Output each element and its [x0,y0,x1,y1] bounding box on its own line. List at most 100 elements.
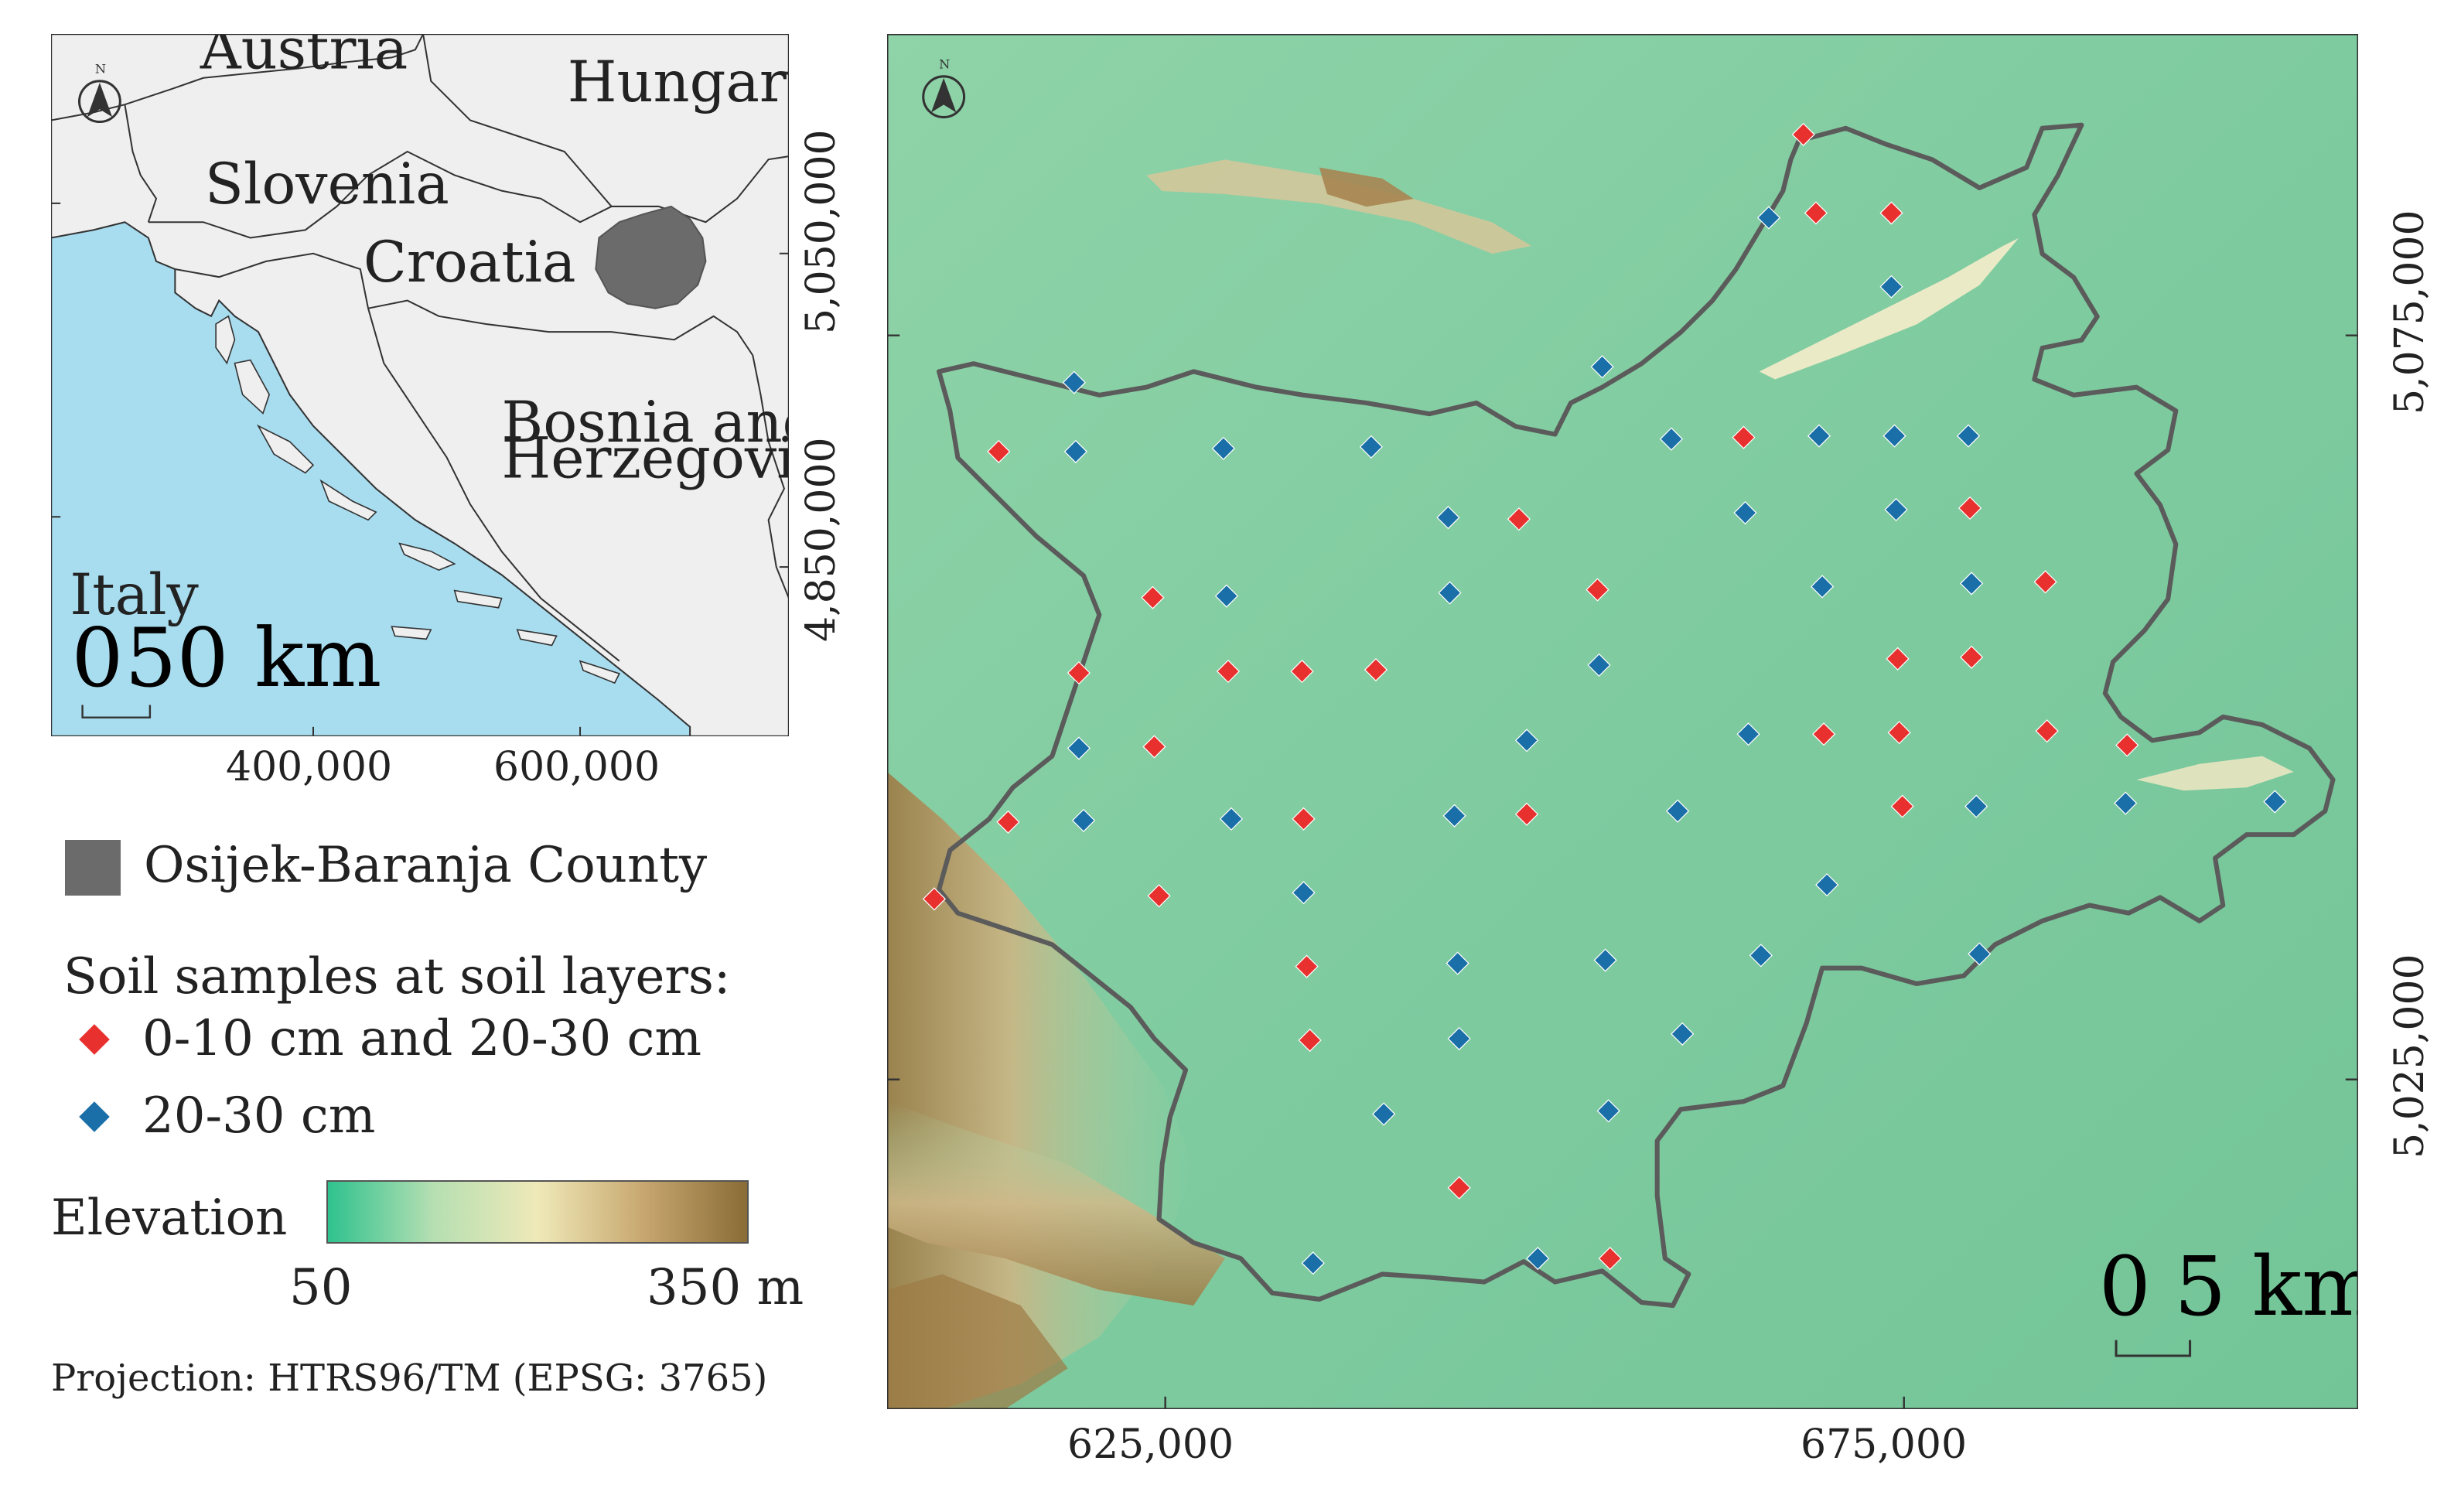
inset-map-svg: Austria Hungary Slovenia Croatia Bosnia … [49,17,865,738]
sample-point-red [987,439,1011,463]
legend-elevation-min: 50 [289,1259,353,1316]
sample-point-blue [1671,1022,1695,1046]
islands [215,315,620,684]
main-ticks [887,334,2358,1410]
main-map: N 0 5 km [886,32,2379,1411]
sample-point-blue [1526,1247,1550,1271]
legend-county-label: Osijek-Baranja County [144,837,708,894]
inset-map: Austria Hungary Slovenia Croatia Bosnia … [49,17,865,738]
sample-point-red [996,810,1020,834]
sample-point-red [1364,657,1388,682]
sample-point-blue [1960,572,1984,596]
main-x-tick-675000: 675,000 [1801,1422,1968,1468]
country-borders [50,33,790,662]
inset-ticks [51,202,789,736]
inset-x-tick-600000: 600,000 [493,744,660,790]
sample-point-blue [1446,951,1469,975]
main-map-svg: N 0 5 km [886,32,2379,1411]
sample-point-red [2115,733,2139,757]
sample-point-red [1732,425,1756,449]
legend-samples-title: Soil samples at soil layers: [63,948,731,1005]
sample-point-red [1298,1028,1322,1053]
sample-point-red [1887,721,1911,745]
sample-point-red [2035,719,2059,743]
sample-point-red [1295,954,1319,978]
sample-point-red [1812,722,1836,746]
sample-point-blue [1964,794,1988,818]
main-y-tick-5025000: 5,025,000 [2387,954,2433,1159]
sample-point-red [1507,507,1531,531]
elevation-color-bar [326,1180,749,1244]
sample-point-red [1886,647,1910,671]
sample-point-blue [1593,948,1617,972]
inset-y-tick-5050000: 5,050,000 [798,129,845,334]
sample-point-blue [1062,370,1086,394]
sample-point-blue [1882,424,1906,448]
sample-point-red [1141,585,1165,609]
sample-point-red [1067,661,1091,685]
sample-point-blue [1438,581,1462,605]
sample-point-red [922,887,947,911]
sample-point-blue [1436,506,1460,530]
sample-point-red [1514,802,1539,826]
county-swatch [65,840,121,896]
sample-point-blue [1968,942,1992,966]
blue-diamond-icon [79,1101,110,1132]
main-x-tick-625000: 625,000 [1067,1422,1234,1468]
sample-point-blue [1749,944,1773,968]
main-scale-5km: 5 km [2174,1239,2358,1334]
sample-point-blue [1211,436,1235,460]
legend-elevation-label: Elevation [51,1189,288,1247]
sample-point-blue [1879,275,1903,299]
sample-point-blue [1442,804,1466,828]
inset-scale-bar: 0 50 km [71,610,381,718]
sample-point-blue [1815,873,1839,897]
sample-point-red [1586,578,1609,602]
sample-point-blue [1659,427,1684,451]
label-hungary: Hungary [568,49,789,115]
sample-point-red [1142,735,1166,759]
sample-point-red [1890,794,1914,818]
sample-point-blue [1063,439,1087,463]
samples-blue-group [1062,206,2287,1275]
svg-text:N: N [95,62,106,77]
sample-point-red [1290,659,1314,684]
sample-point-red [1879,201,1903,225]
label-slovenia: Slovenia [205,152,449,217]
sample-point-blue [1733,500,1757,525]
sample-point-red [1960,645,1984,669]
label-austria: Austria [200,34,408,83]
main-y-tick-5075000: 5,075,000 [2387,210,2433,415]
north-arrow-icon: N [922,57,966,119]
sample-point-red [1292,807,1316,831]
sample-point-red [1791,122,1815,146]
label-herzegovina: Herzegovina [502,426,789,492]
sample-point-blue [1214,584,1239,608]
sample-point-blue [1810,575,1835,599]
sample-point-blue [1587,653,1611,677]
label-bosnia: Bosnia and [502,390,789,456]
sample-point-blue [2114,791,2138,815]
sample-point-blue [1884,497,1908,522]
sample-point-blue [1590,355,1614,379]
svg-text:N: N [939,57,950,72]
county-boundary [937,122,2336,1309]
osijek-baranja-county-inset [595,205,707,309]
sample-point-red [1216,659,1241,684]
label-croatia: Croatia [364,230,576,295]
sample-point-red [1147,884,1171,908]
legend-blue-label: 20-30 cm [142,1087,376,1145]
sample-point-red [1598,1247,1622,1271]
sample-point-blue [1807,424,1831,448]
sample-point-red [1447,1176,1471,1200]
sample-point-blue [1956,424,1981,448]
terrain-hills [887,159,2294,1409]
inset-y-tick-4850000: 4,850,000 [798,437,845,642]
main-scale-zero: 0 [2099,1239,2151,1334]
red-diamond-icon [79,1024,110,1055]
sample-point-blue [1447,1026,1471,1051]
sample-point-red [2033,570,2057,594]
legend-red-label: 0-10 cm and 20-30 cm [142,1010,702,1067]
sample-point-blue [1301,1251,1325,1275]
sample-point-blue [1359,435,1383,459]
